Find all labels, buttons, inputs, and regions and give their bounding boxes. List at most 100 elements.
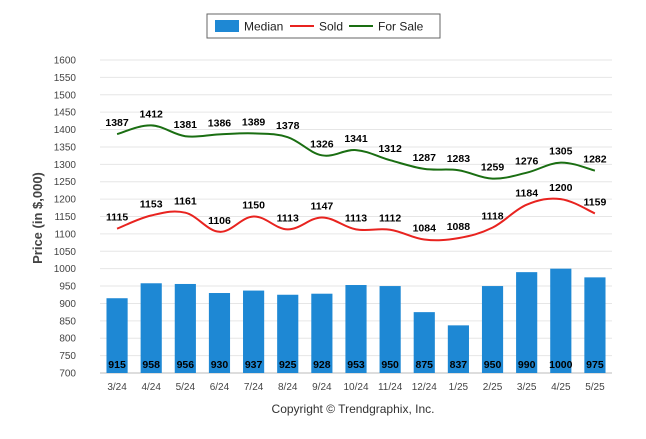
y-tick-1150: 1150: [54, 212, 76, 223]
point-label-sold-7-24: 1150: [242, 200, 265, 212]
point-label-for-sale-1-25: 1283: [447, 153, 471, 165]
bar-median-3-25: [516, 272, 538, 373]
point-label-sold-1-25: 1088: [447, 221, 471, 233]
legend-box: [206, 13, 441, 39]
copyright-text: Copyright © Trendgraphix, Inc.: [272, 402, 435, 416]
x-axis-ticks: 3/24 4/24 5/24 6/24 7/24 8/24 9/24 10/24 11/24 12…: [107, 382, 605, 393]
y-tick-1400: 1400: [54, 125, 77, 136]
bar-label-4-25: 1000: [549, 359, 573, 371]
x-tick-9-24: 9/24: [312, 382, 332, 393]
point-label-sold-3-25: 1184: [515, 188, 538, 200]
bar-label-6-24: 930: [211, 359, 229, 371]
bar-median-4-24: [140, 283, 162, 373]
point-label-for-sale-4-25: 1305: [549, 146, 573, 158]
median-bars: [106, 268, 606, 373]
y-tick-850: 850: [59, 316, 76, 327]
legend-label-for-sale: For Sale: [378, 20, 424, 34]
x-tick-1-25: 1/25: [449, 382, 469, 393]
x-tick-3-25: 3/25: [517, 382, 537, 393]
point-label-sold-2-25: 1118: [481, 211, 503, 223]
line-for-sale: [116, 124, 596, 180]
y-tick-700: 700: [59, 369, 76, 380]
point-label-sold-12-24: 1084: [413, 222, 437, 234]
bar-label-5-25: 975: [586, 359, 604, 371]
y-tick-1200: 1200: [54, 195, 77, 206]
legend: Median Sold For Sale: [206, 13, 441, 39]
bar-label-10-24: 953: [347, 359, 365, 371]
point-label-for-sale-3-24: 1387: [105, 117, 129, 129]
bar-median-5-24: [174, 283, 196, 373]
point-label-for-sale-5-24: 1381: [174, 119, 198, 131]
bar-label-1-25: 837: [450, 359, 468, 371]
y-tick-1050: 1050: [54, 247, 77, 258]
data-labels: 915 958 956 930 937 925 928 953 950 875 837 950 990 1…: [105, 108, 606, 371]
bar-median-3-24: [106, 298, 128, 373]
bar-label-11-24: 950: [381, 359, 399, 371]
bar-median-6-24: [208, 293, 231, 373]
y-tick-1450: 1450: [54, 108, 77, 119]
bar-median-8-24: [277, 294, 299, 373]
point-label-sold-9-24: 1147: [310, 201, 333, 213]
y-tick-900: 900: [59, 299, 76, 310]
bar-median-5-25: [584, 277, 606, 373]
x-tick-6-24: 6/24: [210, 382, 230, 393]
legend-swatch-median: [215, 20, 239, 32]
x-tick-12-24: 12/24: [412, 382, 437, 393]
y-tick-950: 950: [59, 282, 76, 293]
bar-median-10-24: [345, 285, 367, 373]
bar-median-11-24: [379, 286, 401, 373]
x-tick-2-25: 2/25: [483, 382, 503, 393]
point-label-sold-5-24: 1161: [174, 196, 197, 208]
point-label-sold-3-24: 1115: [106, 212, 128, 224]
bar-label-5-24: 956: [177, 359, 195, 371]
point-label-sold-8-24: 1113: [277, 212, 299, 224]
x-tick-5-24: 5/24: [176, 382, 196, 393]
bar-median-1-25: [447, 325, 469, 373]
x-tick-7-24: 7/24: [244, 382, 264, 393]
trend-lines: [116, 124, 596, 242]
y-tick-1250: 1250: [54, 177, 77, 188]
x-tick-11-24: 11/24: [378, 382, 403, 393]
point-label-for-sale-11-24: 1312: [378, 143, 402, 155]
bar-label-12-24: 875: [416, 359, 434, 371]
point-label-for-sale-5-25: 1282: [583, 154, 607, 166]
x-tick-3-24: 3/24: [107, 382, 127, 393]
y-tick-1500: 1500: [54, 90, 77, 101]
x-tick-10-24: 10/24: [343, 382, 368, 393]
point-label-sold-4-24: 1153: [140, 198, 163, 210]
x-tick-5-25: 5/25: [585, 382, 605, 393]
bar-label-9-24: 928: [313, 359, 331, 371]
point-label-for-sale-3-25: 1276: [515, 156, 539, 168]
y-tick-800: 800: [59, 334, 76, 345]
point-label-for-sale-12-24: 1287: [413, 152, 437, 164]
bar-label-3-24: 915: [108, 359, 126, 371]
bar-median-7-24: [243, 290, 265, 373]
bar-label-4-24: 958: [142, 359, 160, 371]
x-tick-8-24: 8/24: [278, 382, 298, 393]
x-tick-4-24: 4/24: [141, 382, 161, 393]
bar-label-3-25: 990: [518, 359, 536, 371]
x-tick-4-25: 4/25: [551, 382, 571, 393]
point-label-sold-4-25: 1200: [549, 182, 573, 194]
bar-label-7-24: 937: [245, 359, 263, 371]
point-label-sold-6-24: 1106: [208, 215, 231, 227]
point-label-for-sale-4-24: 1412: [140, 108, 164, 120]
bar-label-2-25: 950: [484, 359, 502, 371]
y-tick-1550: 1550: [54, 73, 77, 84]
line-sold: [116, 197, 596, 242]
y-tick-1300: 1300: [54, 160, 77, 171]
point-label-sold-5-25: 1159: [584, 196, 607, 208]
y-tick-1600: 1600: [54, 56, 77, 67]
y-tick-1000: 1000: [54, 264, 77, 275]
bar-median-4-25: [550, 268, 572, 373]
bar-median-2-25: [481, 286, 504, 373]
point-label-for-sale-8-24: 1378: [276, 120, 300, 132]
bar-label-8-24: 925: [279, 359, 297, 371]
point-label-for-sale-9-24: 1326: [310, 138, 334, 150]
point-label-for-sale-10-24: 1341: [344, 133, 368, 145]
legend-label-median: Median: [244, 20, 283, 34]
y-axis-ticks: 700 750 800 850 900 950 1000 1050 1100 1150 1200 12…: [54, 56, 77, 380]
y-axis-label: Price (in $,000): [30, 172, 45, 264]
